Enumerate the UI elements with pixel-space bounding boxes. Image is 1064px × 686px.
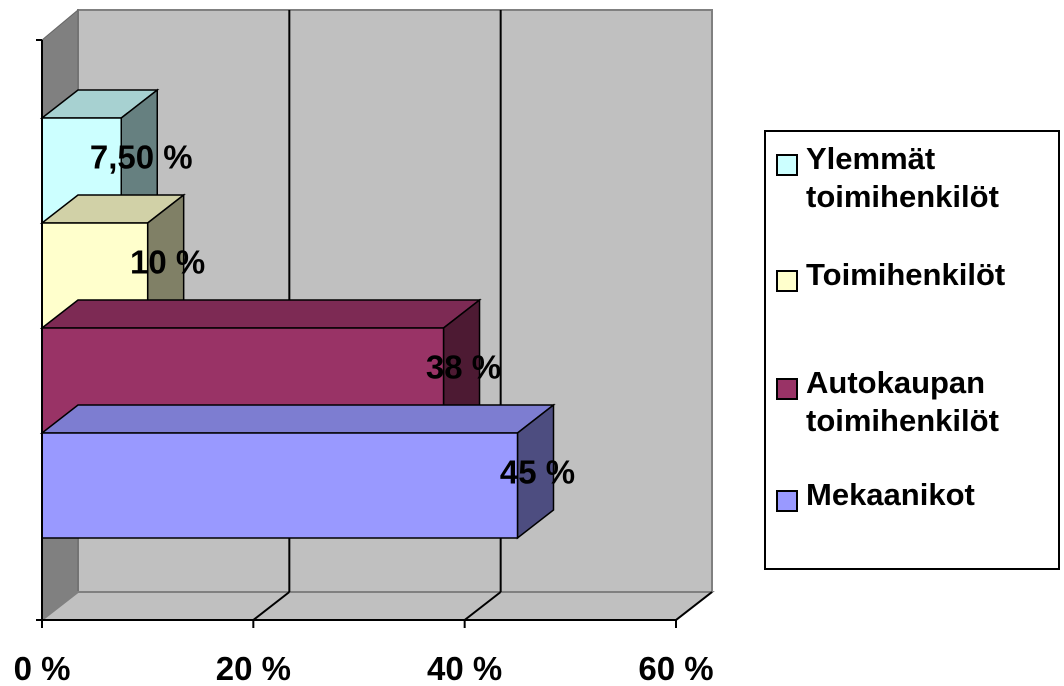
x-tick-label: 0 % [14,650,71,686]
legend-label: Toimihenkilöt [806,257,1006,292]
legend-item-ylemmat-toimihenkilot: Ylemmät toimihenkilöt [776,140,1056,216]
legend-item-mekaanikot: Mekaanikot [776,476,1056,514]
legend-swatch [776,378,798,400]
gridline-floor [252,591,290,621]
legend-item-autokaupan-toimihenkilot: Autokaupan toimihenkilöt [776,364,1056,440]
legend-swatch [776,490,798,512]
legend-swatch [776,154,798,176]
gridline-floor [675,591,713,621]
data-label: 38 % [426,349,501,386]
bar-chart: 0 % 20 % 40 % 60 % 7,50 % 10 % 38 % 45 % [14,8,715,686]
legend-label: Mekaanikot [806,477,975,512]
data-labels: 7,50 % 10 % 38 % 45 % [90,139,575,491]
bar-front-face [41,432,519,539]
data-label: 7,50 % [90,139,193,176]
bar-4 [39,403,556,540]
data-label: 10 % [130,244,205,281]
gridline-floor [464,591,502,621]
legend-label: Ylemmät toimihenkilöt [806,141,999,214]
legend-label: Autokaupan toimihenkilöt [806,365,999,438]
x-axis: 0 % 20 % 40 % 60 % [14,39,714,686]
chart-floor [39,591,715,621]
data-label: 45 % [500,454,575,491]
bar-top-face [39,299,482,329]
legend-swatch [776,270,798,292]
bar-top-face [39,404,556,434]
bars [39,88,556,540]
x-tick-label: 40 % [427,650,502,686]
legend-item-toimihenkilot: Toimihenkilöt [776,256,1056,294]
bar-2 [39,193,186,330]
x-tick-label: 60 % [638,650,713,686]
legend: Ylemmät toimihenkilöt Toimihenkilöt Auto… [764,130,1060,570]
x-tick-label: 20 % [216,650,291,686]
